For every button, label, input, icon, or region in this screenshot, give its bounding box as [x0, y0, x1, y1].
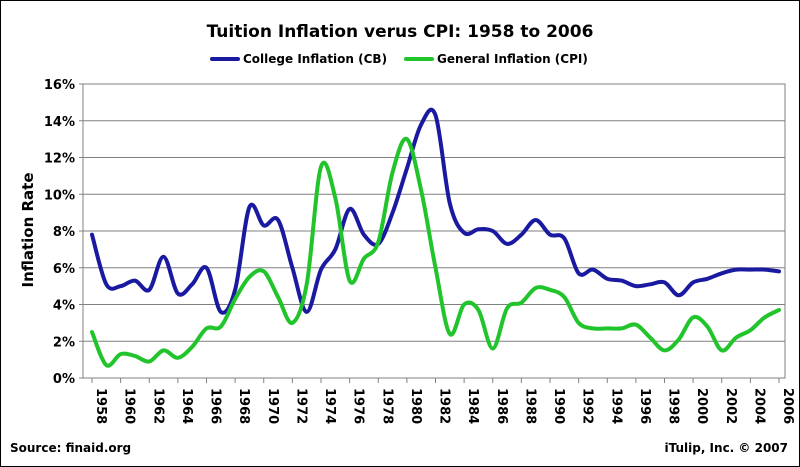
x-tick-label: 1970	[265, 388, 280, 424]
x-tick-label: 1992	[580, 388, 595, 424]
series-lines	[90, 107, 781, 368]
x-tick-label: 1962	[150, 388, 165, 424]
legend: College Inflation (CB) General Inflation…	[210, 52, 588, 66]
x-tick-labels: 1958 1960 1962 1964 1966 1968 1970 1972 1974 1976…	[93, 388, 795, 424]
x-tick-label: 1976	[351, 388, 366, 424]
series-line-college	[90, 107, 781, 315]
gridlines	[79, 83, 785, 383]
y-tick-label: 6%	[53, 262, 75, 277]
x-tick-label: 1994	[608, 388, 623, 424]
x-tick-label: 1972	[293, 388, 308, 424]
y-tick-labels: 0% 2% 4% 6% 8% 10% 12% 14% 16%	[44, 78, 75, 387]
copyright-note: iTulip, Inc. © 2007	[664, 441, 788, 455]
x-tick-label: 1996	[637, 388, 652, 424]
x-tick-label: 1998	[666, 388, 681, 424]
y-tick-label: 10%	[44, 188, 75, 203]
x-tick-label: 1990	[551, 388, 566, 424]
x-tick-label: 1968	[236, 388, 251, 424]
y-tick-label: 8%	[53, 225, 75, 240]
y-axis-label: Inflation Rate	[19, 172, 37, 287]
legend-label-college: College Inflation (CB)	[243, 52, 387, 66]
x-tick-label: 2004	[751, 388, 766, 424]
x-tick-label: 2006	[780, 388, 795, 424]
y-tick-label: 4%	[53, 299, 75, 314]
legend-label-cpi: General Inflation (CPI)	[437, 52, 588, 66]
x-tick-label: 1980	[408, 388, 423, 424]
x-tick-label: 2000	[694, 388, 709, 424]
source-note: Source: finaid.org	[10, 441, 132, 455]
x-tick-label: 1978	[379, 388, 394, 424]
x-tick-label: 1984	[465, 388, 480, 424]
x-tick-label: 1982	[437, 388, 452, 424]
x-tick-label: 1960	[122, 388, 137, 424]
series-line-cpi	[90, 136, 781, 368]
y-tick-label: 16%	[44, 78, 75, 93]
x-tick-label: 1966	[208, 388, 223, 424]
x-tick-label: 1964	[179, 388, 194, 424]
y-tick-label: 14%	[44, 115, 75, 130]
y-tick-label: 2%	[53, 335, 75, 350]
chart-title: Tuition Inflation verus CPI: 1958 to 200…	[207, 22, 594, 42]
x-tick-label: 1974	[322, 388, 337, 424]
x-tick-label: 1988	[522, 388, 537, 424]
y-tick-label: 12%	[44, 152, 75, 167]
x-tick-label: 2002	[723, 388, 738, 424]
x-tick-label: 1958	[93, 388, 108, 424]
y-tick-label: 0%	[53, 372, 75, 387]
x-tick-label: 1986	[494, 388, 509, 424]
